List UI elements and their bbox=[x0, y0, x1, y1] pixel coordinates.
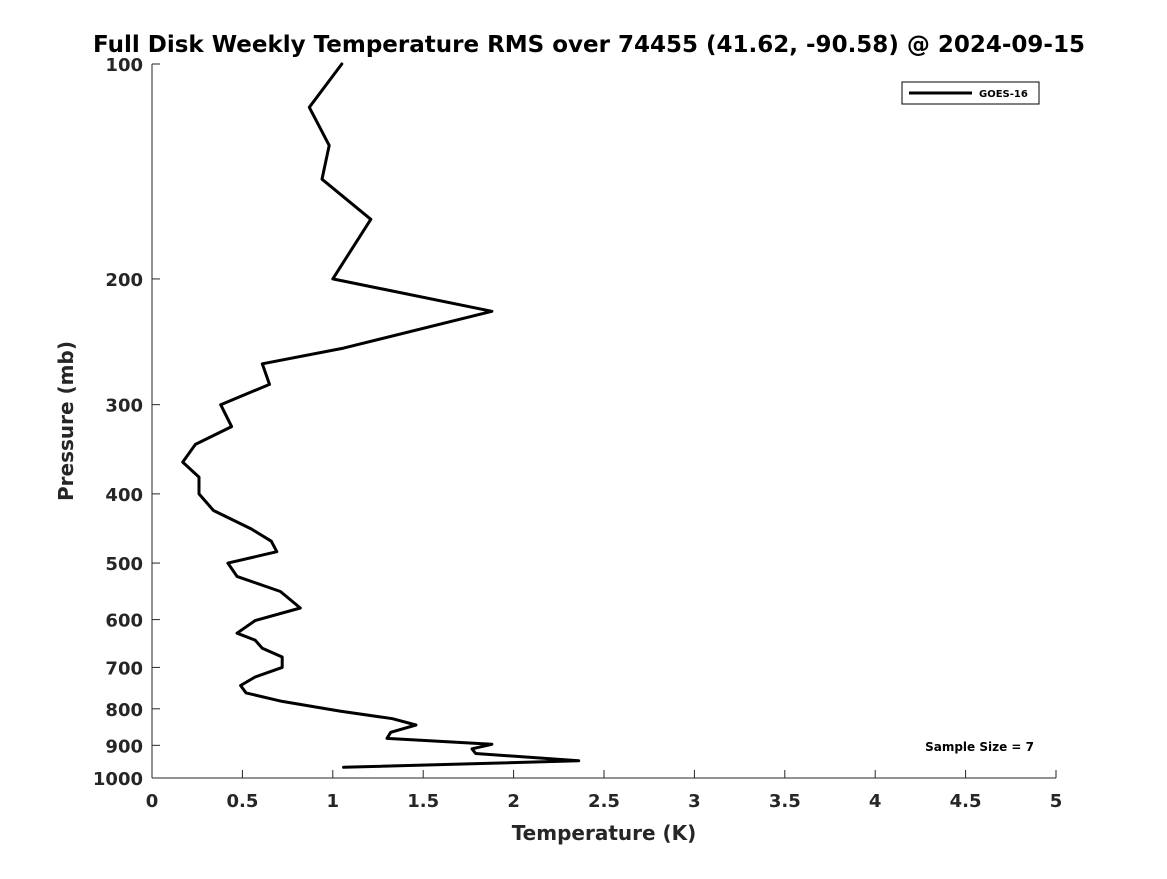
y-axis-label: Pressure (mb) bbox=[54, 341, 78, 501]
y-tick-label: 1000 bbox=[93, 769, 143, 790]
x-axis-label: Temperature (K) bbox=[512, 821, 697, 845]
x-tick-label: 5 bbox=[1050, 791, 1063, 812]
chart-title: Full Disk Weekly Temperature RMS over 74… bbox=[93, 32, 1085, 58]
x-tick-label: 1.5 bbox=[407, 791, 439, 812]
x-tick-label: 3.5 bbox=[769, 791, 801, 812]
y-tick-label: 400 bbox=[105, 485, 143, 506]
y-tick-label: 300 bbox=[105, 396, 143, 417]
x-tick-label: 2 bbox=[507, 791, 520, 812]
y-tick-label: 100 bbox=[105, 55, 143, 76]
legend-entry-goes-16: GOES-16 bbox=[979, 89, 1028, 100]
x-ticks: 0 0.5 1 1.5 2 2.5 3 3.5 4 4.5 5 bbox=[146, 770, 1063, 812]
y-tick-label: 200 bbox=[105, 270, 143, 291]
y-tick-label: 500 bbox=[105, 554, 143, 575]
y-ticks: 100 200 300 400 500 600 700 800 900 1000 bbox=[93, 55, 160, 790]
x-tick-label: 4.5 bbox=[950, 791, 982, 812]
legend: GOES-16 bbox=[901, 81, 1040, 105]
series-layer bbox=[181, 62, 581, 769]
x-tick-label: 0 bbox=[146, 791, 159, 812]
y-tick-label: 800 bbox=[105, 700, 143, 721]
x-tick-label: 1 bbox=[327, 791, 340, 812]
x-tick-label: 4 bbox=[869, 791, 882, 812]
x-tick-label: 0.5 bbox=[226, 791, 258, 812]
x-tick-label: 3 bbox=[688, 791, 701, 812]
series-line-goes-16 bbox=[181, 62, 581, 769]
x-tick-label: 2.5 bbox=[588, 791, 620, 812]
y-tick-label: 700 bbox=[105, 658, 143, 679]
y-tick-label: 600 bbox=[105, 611, 143, 632]
y-tick-label: 900 bbox=[105, 736, 143, 757]
sample-size-annotation: Sample Size = 7 bbox=[925, 740, 1034, 754]
